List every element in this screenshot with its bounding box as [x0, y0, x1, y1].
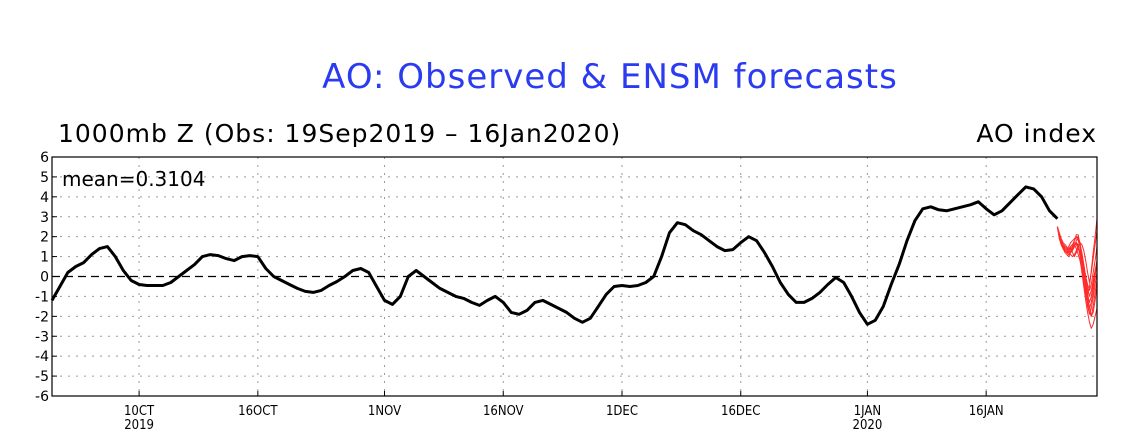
mean-label: mean=0.3104 — [62, 167, 205, 191]
x-tick-label: 16DEC — [721, 404, 760, 419]
y-tick-label: -4 — [35, 349, 49, 365]
forecast-member-line — [1056, 226, 1098, 309]
observed-series-line — [50, 185, 1059, 326]
forecast-members — [1056, 218, 1098, 329]
y-tick-label: -6 — [35, 389, 49, 405]
forecast-member-line — [1056, 226, 1098, 317]
y-tick-label: 0 — [40, 270, 49, 286]
x-tick-year: 2019 — [124, 418, 154, 433]
x-tick-label: 16JAN — [969, 404, 1004, 419]
y-tick-label: 6 — [40, 150, 49, 166]
x-tick-label: 16NOV — [483, 404, 524, 419]
y-tick-label: -1 — [35, 289, 49, 305]
chart-subtitle-right: AO index — [976, 119, 1097, 148]
y-tick-label: -5 — [35, 369, 49, 385]
y-tick-label: 4 — [40, 190, 49, 206]
forecast-member-line — [1056, 226, 1098, 329]
y-tick-label: -3 — [35, 329, 49, 345]
y-tick-label: 2 — [40, 230, 49, 246]
x-tick-label: 1DEC — [606, 404, 638, 419]
y-tick-label: 5 — [40, 170, 49, 186]
x-tick-label: 16OCT — [238, 404, 278, 419]
x-tick-label: 10CT — [124, 404, 155, 419]
forecast-member-line — [1056, 226, 1098, 291]
chart-title: AO: Observed & ENSM forecasts — [322, 57, 898, 97]
y-tick-label: 1 — [40, 250, 49, 266]
x-tick-year: 2020 — [853, 418, 883, 433]
y-tick-label: 3 — [40, 210, 49, 226]
x-tick-label: 1NOV — [368, 404, 401, 419]
chart-subtitle-left: 1000mb Z (Obs: 19Sep2019 – 16Jan2020) — [58, 119, 621, 148]
y-axis: 6 5 4 3 2 1 0 -1 -2 -3 -4 -5 -6 — [35, 150, 57, 405]
y-tick-label: -2 — [35, 309, 49, 325]
x-tick-label: 1JAN — [854, 404, 881, 419]
